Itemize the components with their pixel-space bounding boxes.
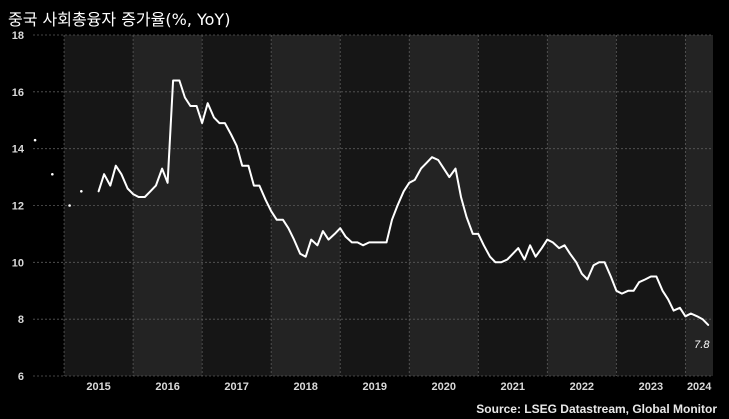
data-point xyxy=(80,189,83,193)
x-tick-label: 2022 xyxy=(570,381,594,393)
chart-title: 중국 사회총융자 증가율(%, YoY) xyxy=(8,10,231,29)
series-line xyxy=(97,79,710,326)
source-note: Source: LSEG Datastream, Global Monitor xyxy=(476,402,717,416)
x-tick-label: 2020 xyxy=(432,381,456,393)
y-tick-label: 6 xyxy=(18,371,24,383)
y-tick-label: 16 xyxy=(12,87,24,99)
y-tick-label: 12 xyxy=(12,201,24,213)
x-tick-label: 2024 xyxy=(687,381,712,393)
year-band-2017 xyxy=(202,35,272,376)
x-tick-label: 2018 xyxy=(293,381,317,393)
grid-lines xyxy=(33,34,713,377)
x-tick-label: 2023 xyxy=(639,381,663,393)
year-band-2020 xyxy=(409,35,479,376)
y-tick-label: 18 xyxy=(12,30,24,42)
x-tick-label: 2017 xyxy=(224,381,248,393)
x-tick-label: 2015 xyxy=(86,381,110,393)
x-tick-label: 2016 xyxy=(155,381,179,393)
end-value-label: 7.8 xyxy=(694,339,710,351)
y-tick-label: 8 xyxy=(18,314,24,326)
y-tick-label: 10 xyxy=(12,257,24,269)
x-axis: 2015 2016 2017 2018 2019 2020 2021 2022 2023 2024 xyxy=(86,381,712,393)
y-tick-label: 14 xyxy=(12,144,25,156)
x-tick-label: 2019 xyxy=(362,381,386,393)
isolated-points xyxy=(33,138,83,207)
year-band-2021 xyxy=(478,35,548,376)
data-point xyxy=(68,204,71,207)
x-tick-label: 2021 xyxy=(501,381,525,393)
y-axis: 6 8 10 12 14 16 18 xyxy=(12,30,25,383)
data-point xyxy=(51,172,54,176)
data-point xyxy=(33,138,37,142)
year-band-2016 xyxy=(133,35,203,376)
